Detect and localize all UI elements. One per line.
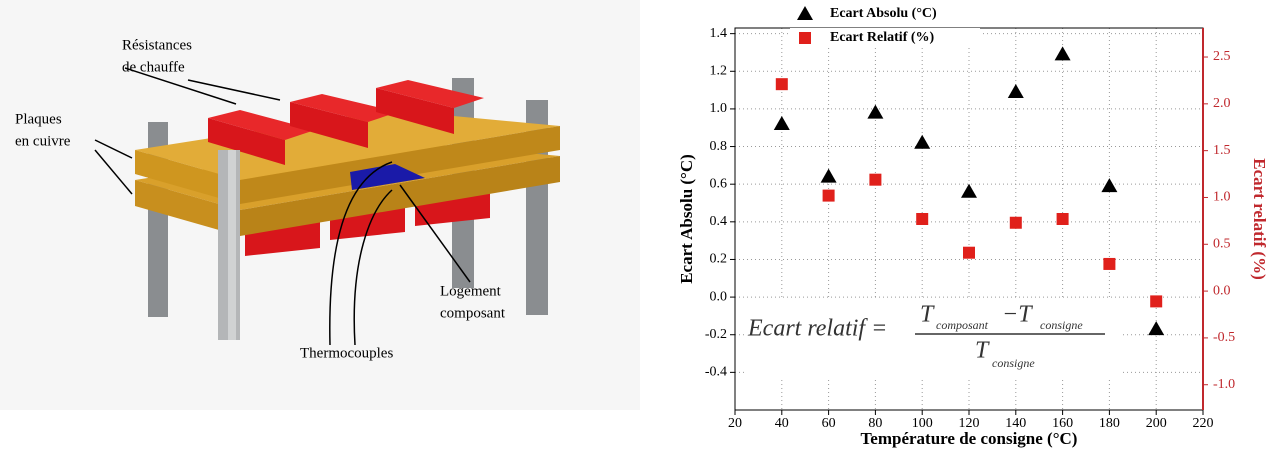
legend-label: Ecart Absolu (°C) [830,6,937,21]
x-axis-title: Température de consigne (°C) [861,429,1078,448]
y2-tick-label: -1.0 [1213,377,1235,392]
y-tick-label: 1.4 [710,26,728,41]
x-tick-label: 140 [1005,416,1026,431]
square-marker [775,78,788,91]
y2-tick-label: 0.5 [1213,236,1231,251]
y2-tick-label: 2.0 [1213,96,1231,111]
label: de chauffe [122,59,185,75]
square-marker [1009,216,1022,229]
annotation: T [920,302,935,328]
annotation: composant [936,318,989,332]
annotation-bg [745,300,1120,380]
y-axis-title: Ecart Absolu (°C) [677,154,696,284]
heater [208,118,285,165]
y2-tick-label: 0.0 [1213,283,1231,298]
x-tick-label: 100 [912,416,933,431]
label: Plaques [15,111,62,127]
leaders [94,67,471,346]
annotation: Ecart relatif = [747,316,887,342]
square-marker [1056,213,1069,225]
heater [290,94,398,122]
legend-bg [790,4,980,24]
triangle-marker [797,6,813,20]
y2-tick-label: 1.5 [1213,143,1231,158]
y-tick-label: 1.0 [710,101,728,116]
x-tick-label: 220 [1193,416,1214,431]
y-tick-label: 0.0 [710,289,728,304]
triangle-marker [1007,83,1024,98]
legend-label: Ecart Relatif (%) [830,30,935,45]
annotation: consigne [992,356,1035,370]
chart: 20 40 60 80 100 120 140 160 180 200 220 -0.4 -0.2 0.0… [677,4,1269,448]
square-marker [822,189,835,202]
triangle-marker [820,168,837,183]
heater [290,102,368,148]
x-tick-label: 20 [728,416,742,431]
square-marker [1150,295,1163,308]
plate [240,156,560,236]
y-tick-label: 0.6 [710,176,728,191]
label: composant [440,305,506,321]
housing [350,164,425,190]
triangle-marker [1148,321,1165,336]
diagram: Résistances de chauffe Plaques en cuivre… [0,0,640,410]
heater [376,88,454,134]
annotation: T [975,338,990,364]
triangle-marker [914,134,931,149]
y-tick-label: 1.2 [710,63,728,78]
triangle-marker [1054,46,1071,61]
triangle-marker [773,115,790,130]
square-marker [963,246,975,259]
y-tick-label: -0.2 [705,327,727,342]
x-tick-label: 180 [1099,416,1120,431]
y2-tick-label: 2.5 [1213,49,1231,64]
square-marker [916,213,929,225]
heater [208,110,315,140]
triangle-marker [867,104,884,119]
plate [135,150,240,204]
y-tick-label: 0.8 [710,139,728,154]
y-tick-label: 0.4 [710,214,728,229]
square-marker [869,173,882,186]
plate [135,180,240,236]
label: Résistances [122,37,192,53]
label: Logement [440,283,502,299]
y2-axis-title: Ecart relatif (%) [1250,158,1269,279]
triangle-marker [1101,178,1118,193]
x-tick-label: 120 [959,416,980,431]
post [228,150,236,340]
annotation: −T [1002,302,1033,328]
y2-tick-label: -0.5 [1213,330,1235,345]
x-tick-label: 80 [868,416,882,431]
label: en cuivre [15,133,71,149]
x-tick-label: 60 [822,416,836,431]
heater [376,80,484,108]
y-tick-label: -0.4 [705,365,727,380]
square-marker [799,32,811,44]
annotation: consigne [1040,318,1083,332]
x-tick-label: 40 [775,416,789,431]
x-tick-label: 200 [1146,416,1167,431]
legend-bg [790,28,980,48]
plate [240,126,560,204]
y2-tick-label: 1.0 [1213,190,1231,205]
y-tick-label: 0.2 [710,252,728,267]
x-tick-label: 160 [1052,416,1073,431]
square-marker [1103,257,1116,270]
label: Thermocouples [300,345,393,361]
triangle-marker [961,183,977,198]
